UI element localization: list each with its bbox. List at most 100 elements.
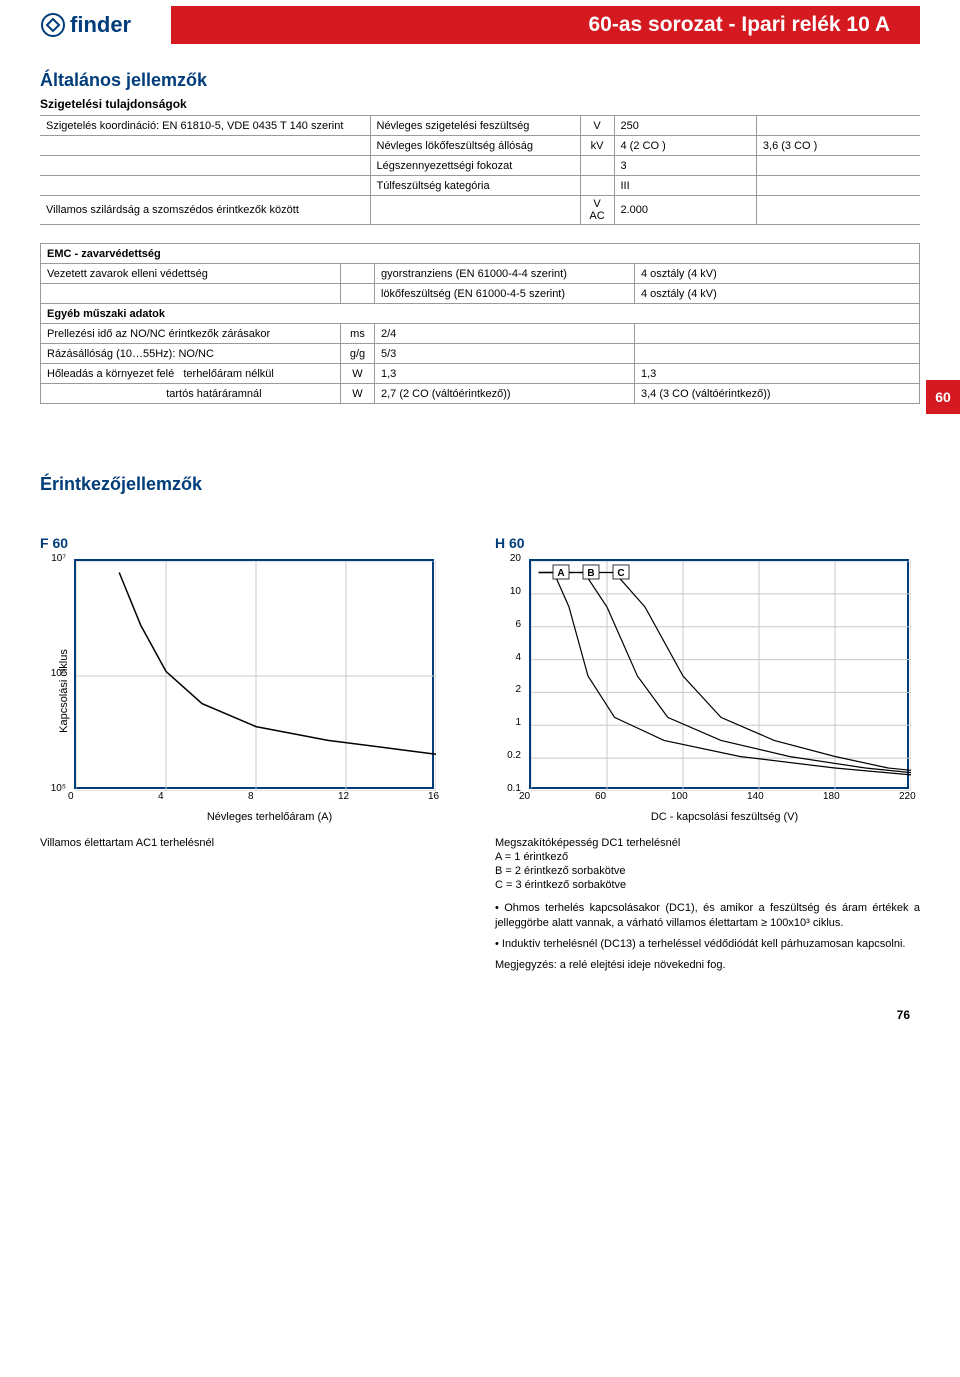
svg-text:B: B bbox=[587, 568, 594, 579]
table-cell: Névleges szigetelési feszültség bbox=[370, 116, 580, 136]
table-cell bbox=[40, 176, 370, 196]
other-heading: Egyéb műszaki adatok bbox=[41, 304, 920, 324]
header: finder 60-as sorozat - Ipari relék 10 A bbox=[40, 0, 920, 50]
page-title: 60-as sorozat - Ipari relék 10 A bbox=[588, 13, 890, 37]
chart-f60-frame bbox=[74, 559, 434, 789]
table-cell: ms bbox=[341, 324, 375, 344]
tick-label: 10⁵ bbox=[51, 783, 66, 794]
table-cell: Szigetelés koordináció: EN 61810-5, VDE … bbox=[40, 116, 370, 136]
chart-h60-title: H 60 bbox=[495, 535, 920, 551]
emc-a-val: 4 osztály (4 kV) bbox=[635, 264, 920, 284]
tick-label: 4 bbox=[158, 791, 164, 802]
table-cell: Rázásállóság (10…55Hz): NO/NC bbox=[41, 344, 341, 364]
tick-label: 0.2 bbox=[507, 750, 521, 761]
emc-row-label: Vezetett zavarok elleni védettség bbox=[41, 264, 341, 284]
tick-label: 140 bbox=[747, 791, 764, 802]
contacts-title: Érintkezőjellemzők bbox=[40, 474, 920, 495]
chart-legend-def: C = 3 érintkező sorbakötve bbox=[495, 879, 920, 891]
table-cell bbox=[635, 324, 920, 344]
tick-label: 60 bbox=[595, 791, 606, 802]
page-number: 76 bbox=[40, 1008, 920, 1022]
chart-f60: F 60 Kapcsolási ciklus 10⁵10⁶10⁷ 0481216… bbox=[40, 535, 465, 849]
tick-label: 20 bbox=[510, 553, 521, 564]
tick-label: 220 bbox=[899, 791, 916, 802]
table-cell: tartós határáramnál bbox=[41, 384, 341, 404]
tick-label: 2 bbox=[515, 684, 521, 695]
logo-icon bbox=[40, 12, 66, 38]
table-cell bbox=[370, 196, 580, 225]
table-cell: W bbox=[341, 364, 375, 384]
table-cell: 3,4 (3 CO (váltóérintkező)) bbox=[635, 384, 920, 404]
chart-h60-frame: A B C bbox=[529, 559, 909, 789]
table-cell: Névleges lökőfeszültség állóság bbox=[370, 136, 580, 156]
logo: finder bbox=[40, 12, 131, 38]
tick-label: 100 bbox=[671, 791, 688, 802]
chart-h60: H 60 DC - kapcsolási áram (A) 0.10.21246… bbox=[495, 535, 920, 978]
tick-label: 4 bbox=[515, 652, 521, 663]
table-cell bbox=[40, 136, 370, 156]
table-cell: 2.000 bbox=[614, 196, 756, 225]
chart-h60-caption: Megszakítóképesség DC1 terhelésnél bbox=[495, 837, 920, 849]
emc-other-table: EMC - zavarvédettség Vezetett zavarok el… bbox=[40, 243, 920, 404]
table-cell: 1,3 bbox=[375, 364, 635, 384]
chart-f60-title: F 60 bbox=[40, 535, 465, 551]
chart-legend-def: A = 1 érintkező bbox=[495, 851, 920, 863]
side-badge: 60 bbox=[926, 380, 960, 414]
section-general-title: Általános jellemzők bbox=[40, 70, 920, 91]
tick-label: 180 bbox=[823, 791, 840, 802]
table-cell: 1,3 bbox=[635, 364, 920, 384]
table-cell: kV bbox=[580, 136, 614, 156]
table-cell bbox=[756, 196, 920, 225]
table-cell: Hőleadás a környezet felé terhelőáram né… bbox=[41, 364, 341, 384]
table-cell: W bbox=[341, 384, 375, 404]
table-cell bbox=[756, 156, 920, 176]
table-cell bbox=[635, 344, 920, 364]
table-cell: 250 bbox=[614, 116, 756, 136]
table-cell: g/g bbox=[341, 344, 375, 364]
note-3: Megjegyzés: a relé elejtési ideje növeke… bbox=[495, 958, 920, 973]
table-cell: 5/3 bbox=[375, 344, 635, 364]
table-cell: V AC bbox=[580, 196, 614, 225]
tick-label: 16 bbox=[428, 791, 439, 802]
table-cell: 3 bbox=[614, 156, 756, 176]
svg-text:A: A bbox=[557, 568, 564, 579]
chart-f60-caption: Villamos élettartam AC1 terhelésnél bbox=[40, 837, 465, 849]
table-cell: 2/4 bbox=[375, 324, 635, 344]
table-cell bbox=[756, 176, 920, 196]
tick-label: 10⁶ bbox=[51, 668, 66, 679]
table-cell: III bbox=[614, 176, 756, 196]
table-cell: 2,7 (2 CO (váltóérintkező)) bbox=[375, 384, 635, 404]
table-cell bbox=[580, 176, 614, 196]
table-cell: V bbox=[580, 116, 614, 136]
emc-b-val: 4 osztály (4 kV) bbox=[635, 284, 920, 304]
table-cell bbox=[756, 116, 920, 136]
tick-label: 10⁷ bbox=[51, 553, 66, 564]
insulation-table: Szigetelés koordináció: EN 61810-5, VDE … bbox=[40, 115, 920, 225]
chart-f60-xlabel: Névleges terhelőáram (A) bbox=[74, 811, 465, 823]
note-2: • Induktív terhelésnél (DC13) a terhelés… bbox=[495, 937, 920, 952]
charts-row: F 60 Kapcsolási ciklus 10⁵10⁶10⁷ 0481216… bbox=[40, 535, 920, 978]
tick-label: 1 bbox=[515, 717, 521, 728]
emc-b: lökőfeszültség (EN 61000-4-5 szerint) bbox=[375, 284, 635, 304]
title-band: 60-as sorozat - Ipari relék 10 A bbox=[171, 6, 920, 44]
table-cell: Prellezési idő az NO/NC érintkezők zárás… bbox=[41, 324, 341, 344]
table-cell bbox=[40, 156, 370, 176]
tick-label: 0 bbox=[68, 791, 74, 802]
table-cell: Villamos szilárdság a szomszédos érintke… bbox=[40, 196, 370, 225]
emc-a: gyorstranziens (EN 61000-4-4 szerint) bbox=[375, 264, 635, 284]
tick-label: 20 bbox=[519, 791, 530, 802]
svg-text:C: C bbox=[617, 568, 624, 579]
logo-text: finder bbox=[70, 12, 131, 38]
chart-legend-def: B = 2 érintkező sorbakötve bbox=[495, 865, 920, 877]
emc-heading: EMC - zavarvédettség bbox=[41, 244, 920, 264]
notes: • Ohmos terhelés kapcsolásakor (DC1), és… bbox=[495, 901, 920, 972]
chart-h60-xlabel: DC - kapcsolási feszültség (V) bbox=[529, 811, 920, 823]
table-cell: 3,6 (3 CO ) bbox=[756, 136, 920, 156]
tick-label: 8 bbox=[248, 791, 254, 802]
insulation-heading: Szigetelési tulajdonságok bbox=[40, 97, 920, 111]
tick-label: 6 bbox=[515, 619, 521, 630]
table-cell: 4 (2 CO ) bbox=[614, 136, 756, 156]
table-cell: Túlfeszültség kategória bbox=[370, 176, 580, 196]
table-cell bbox=[580, 156, 614, 176]
table-cell: Légszennyezettségi fokozat bbox=[370, 156, 580, 176]
